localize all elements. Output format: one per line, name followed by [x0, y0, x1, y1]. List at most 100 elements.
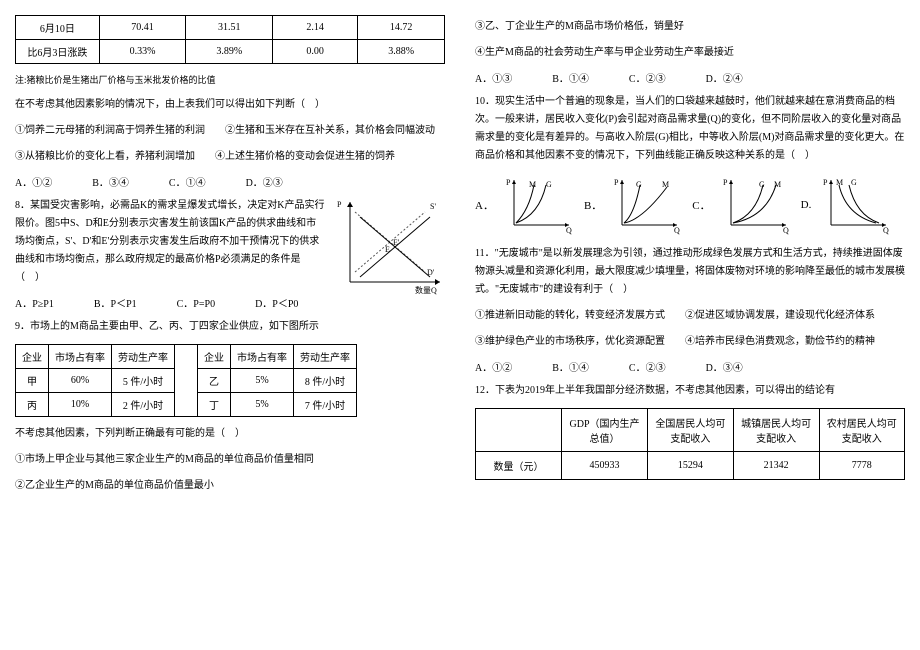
question-9-intro: 9．市场上的M商品主要由甲、乙、丙、丁四家企业供应，如下图所示: [15, 318, 445, 336]
spacer: [175, 345, 198, 417]
cell: 7 件/小时: [294, 393, 357, 417]
table-note: 注:猪粮比价是生猪出厂价格与玉米批发价格的比值: [15, 72, 445, 88]
question-12-text: 12．下表为2019年上半年我国部分经济数据，不考虑其他因素，可以得出的结论有: [475, 382, 905, 400]
svg-text:G: G: [851, 178, 857, 187]
question-8-options: A．P≥P1 B．P＜P1 C．P=P0 D．P＜P0: [15, 295, 445, 310]
question-8-wrap: 8．某国受灾害影响，必需品K的需求呈爆发式增长，决定对K产品实行限价。图5中S、…: [15, 197, 445, 287]
option-a-label: A．: [475, 197, 494, 213]
question-11-statement-2: ③维护绿色产业的市场秩序，优化资源配置 ④培养市民绿色消费观念，勤俭节约的精神: [475, 333, 905, 351]
question-11-options: A．①② B．①④ C．②③ D．③④: [475, 359, 905, 374]
table-gdp: GDP（国内生产总值） 全国居民人均可支配收入 城镇居民人均可支配收入 农村居民…: [475, 408, 905, 480]
option-b: B．P＜P1: [94, 295, 137, 310]
svg-text:P: P: [506, 178, 511, 187]
svg-text:P: P: [823, 178, 828, 187]
table-row: 企业 市场占有率 劳动生产率 企业 市场占有率 劳动生产率: [16, 345, 357, 369]
svg-text:数量Q: 数量Q: [415, 285, 437, 295]
cell: 3.89%: [186, 40, 273, 64]
cell: 0.33%: [99, 40, 186, 64]
question-9-statement-2: ②乙企业生产的M商品的单位商品价值量最小: [15, 477, 445, 495]
curve-c: P Q G M: [721, 175, 791, 235]
svg-text:Q: Q: [566, 226, 572, 235]
cell: 31.51: [186, 16, 273, 40]
cell: 0.00: [273, 40, 358, 64]
cell: 乙: [198, 369, 231, 393]
cell: GDP（国内生产总值）: [562, 409, 648, 452]
question-9-after: 不考虑其他因素，下列判断正确最有可能的是（ ）: [15, 425, 445, 443]
svg-text:Q: Q: [783, 226, 789, 235]
svg-text:S': S': [430, 202, 436, 211]
cell: 7778: [819, 452, 904, 480]
option-c: C．①④: [169, 174, 206, 189]
question-8-text: 8．某国受灾害影响，必需品K的需求呈爆发式增长，决定对K产品实行限价。图5中S、…: [15, 197, 325, 287]
option-d: D．P＜P0: [255, 295, 298, 310]
svg-text:Q: Q: [674, 226, 680, 235]
right-column: ③乙、丁企业生产的M商品市场价格低，销量好 ④生产M商品的社会劳动生产率与甲企业…: [460, 0, 920, 650]
question-7-statement-2: ③从猪粮比价的变化上看，养猪利润增加 ④上述生猪价格的变动会促进生猪的饲养: [15, 148, 445, 166]
cell: 2.14: [273, 16, 358, 40]
option-c-label: C．: [692, 197, 710, 213]
question-9-options: A．①③ B．①④ C．②③ D．②④: [475, 70, 905, 85]
svg-text:E: E: [385, 245, 390, 254]
svg-text:G: G: [546, 180, 552, 189]
cell: 2 件/小时: [112, 393, 175, 417]
cell: 60%: [49, 369, 112, 393]
option-d: D．②③: [246, 174, 283, 189]
header: 市场占有率: [231, 345, 294, 369]
svg-text:P: P: [614, 178, 619, 187]
cell: 丁: [198, 393, 231, 417]
cell: 6月10日: [16, 16, 100, 40]
option-c: C．②③: [629, 359, 666, 374]
option-d-label: D.: [801, 199, 812, 211]
curve-d: P Q M G: [821, 175, 891, 235]
option-b: B．①④: [552, 70, 589, 85]
svg-text:M: M: [529, 180, 536, 189]
table-row: 6月10日 70.41 31.51 2.14 14.72: [16, 16, 445, 40]
option-a: A．①②: [15, 174, 52, 189]
cell: 8 件/小时: [294, 369, 357, 393]
option-a: A．P≥P1: [15, 295, 54, 310]
svg-text:E': E': [393, 238, 400, 247]
cell: 比6月3日涨跌: [16, 40, 100, 64]
svg-text:G: G: [759, 180, 765, 189]
curve-b: P Q M G: [612, 175, 682, 235]
header: 企业: [198, 345, 231, 369]
question-10-text: 10．现实生活中一个普遍的现象是，当人们的口袋越来越鼓时，他们就越来越在意消费商…: [475, 93, 905, 165]
cell: 农村居民人均可支配收入: [819, 409, 904, 452]
question-7-options: A．①② B．③④ C．①④ D．②③: [15, 174, 445, 189]
cell: 14.72: [358, 16, 445, 40]
cell: 5%: [231, 393, 294, 417]
svg-text:M: M: [662, 180, 669, 189]
cell: 丙: [16, 393, 49, 417]
header: 劳动生产率: [112, 345, 175, 369]
question-9-statement-4: ④生产M商品的社会劳动生产率与甲企业劳动生产率最接近: [475, 44, 905, 62]
left-column: 6月10日 70.41 31.51 2.14 14.72 比6月3日涨跌 0.3…: [0, 0, 460, 650]
cell: 15294: [648, 452, 734, 480]
option-c: C．P=P0: [177, 295, 215, 310]
cell: 城镇居民人均可支配收入: [733, 409, 819, 452]
supply-demand-chart: S' D' E' E 数量Q P: [335, 197, 445, 297]
table-row: GDP（国内生产总值） 全国居民人均可支配收入 城镇居民人均可支配收入 农村居民…: [476, 409, 905, 452]
header: 市场占有率: [49, 345, 112, 369]
cell: 10%: [49, 393, 112, 417]
question-7-intro: 在不考虑其他因素影响的情况下，由上表我们可以得出如下判断（ ）: [15, 96, 445, 114]
cell: 全国居民人均可支配收入: [648, 409, 734, 452]
option-a: A．①③: [475, 70, 512, 85]
question-11-statement-1: ①推进新旧动能的转化，转变经济发展方式 ②促进区域协调发展，建设现代化经济体系: [475, 307, 905, 325]
svg-text:P: P: [337, 200, 342, 209]
table-pork-prices: 6月10日 70.41 31.51 2.14 14.72 比6月3日涨跌 0.3…: [15, 15, 445, 64]
svg-text:M: M: [774, 180, 781, 189]
table-row: 数量（元） 450933 15294 21342 7778: [476, 452, 905, 480]
cell: 5 件/小时: [112, 369, 175, 393]
option-c: C．②③: [629, 70, 666, 85]
header: 劳动生产率: [294, 345, 357, 369]
option-b: B．③④: [92, 174, 129, 189]
cell: 3.88%: [358, 40, 445, 64]
option-d: D．③④: [706, 359, 743, 374]
svg-text:P: P: [723, 178, 728, 187]
option-b-label: B．: [584, 197, 602, 213]
question-10-curves: A． P Q M G B．: [475, 175, 905, 235]
curve-a: P Q M G: [504, 175, 574, 235]
svg-text:G: G: [636, 180, 642, 189]
cell: [476, 409, 562, 452]
option-a: A．①②: [475, 359, 512, 374]
